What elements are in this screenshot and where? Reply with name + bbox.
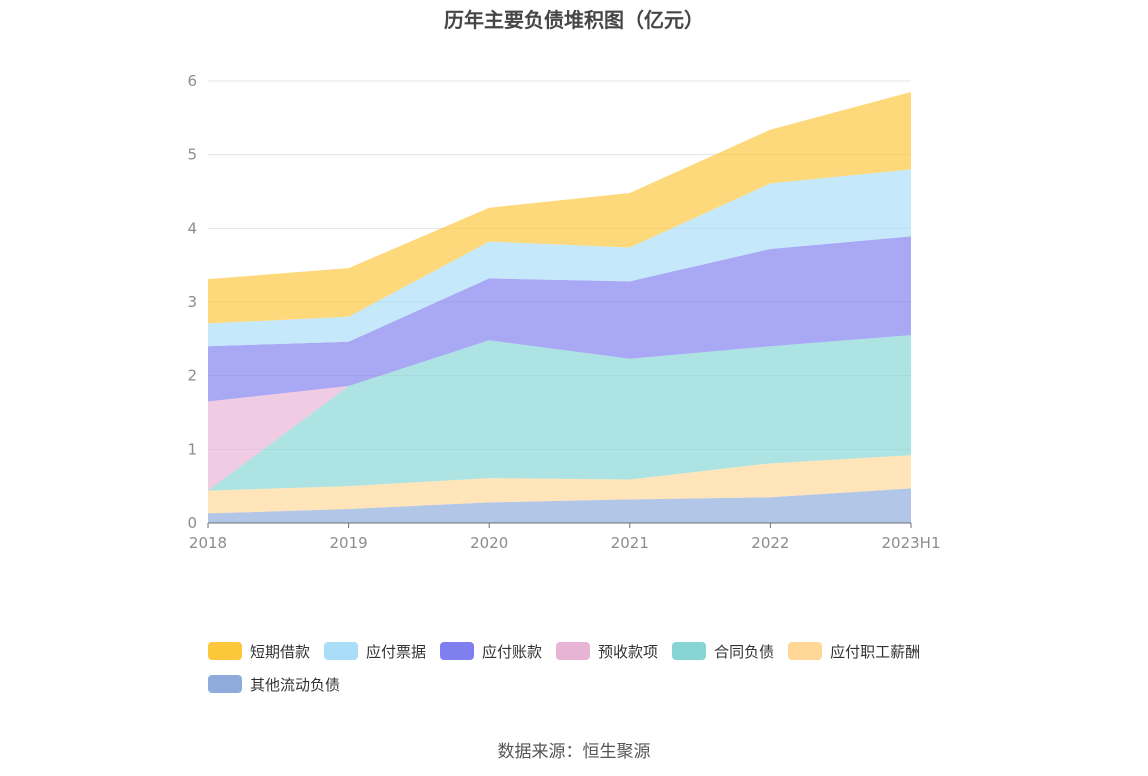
chart-title: 历年主要负债堆积图（亿元）	[444, 8, 704, 32]
y-tick-label: 6	[187, 72, 197, 90]
legend-label: 应付票据	[366, 642, 427, 661]
area-合同负债	[208, 335, 911, 491]
legend-swatch	[788, 642, 823, 660]
area-短期借款	[208, 92, 911, 324]
y-tick-label: 3	[187, 293, 197, 311]
area-其他流动负债	[208, 488, 911, 523]
x-tick-label: 2022	[751, 534, 789, 552]
x-tick-label: 2021	[611, 534, 649, 552]
legend-label: 其他流动负债	[250, 675, 341, 694]
legend-item[interactable]: 短期借款	[208, 638, 310, 664]
legend-label: 应付职工薪酬	[830, 642, 921, 661]
y-tick-label: 5	[187, 146, 197, 164]
legend-label: 预收款项	[598, 642, 659, 661]
legend-swatch	[556, 642, 591, 660]
chart-legend: 短期借款 应付票据 应付账款 预收款项 合同负债 应付职工薪酬其他流动负债	[208, 638, 968, 704]
legend-label: 应付账款	[482, 642, 543, 661]
y-tick-label: 1	[187, 440, 197, 458]
legend-swatch	[440, 642, 475, 660]
legend-swatch	[208, 642, 242, 660]
legend-label: 合同负债	[714, 642, 775, 661]
legend-item[interactable]: 应付职工薪酬	[788, 638, 920, 664]
data-source: 数据来源：恒生聚源	[497, 742, 651, 762]
legend-item[interactable]: 预收款项	[556, 638, 658, 664]
x-tick-label: 2019	[330, 534, 368, 552]
area-应付票据	[208, 169, 911, 347]
area-应付账款	[208, 236, 911, 402]
x-tick-label: 2020	[470, 534, 508, 552]
legend-item[interactable]: 其他流动负债	[208, 671, 340, 697]
legend-item[interactable]: 应付票据	[324, 638, 426, 664]
legend-item[interactable]: 应付账款	[440, 638, 542, 664]
x-tick-label: 2023H1	[882, 534, 941, 552]
legend-swatch	[672, 642, 707, 660]
area-应付职工薪酬	[208, 455, 911, 514]
x-tick-label: 2018	[189, 534, 227, 552]
y-tick-label: 4	[187, 219, 197, 237]
legend-swatch	[208, 675, 242, 693]
legend-label: 短期借款	[250, 642, 311, 661]
y-tick-label: 0	[187, 514, 197, 532]
legend-item[interactable]: 合同负债	[672, 638, 774, 664]
legend-swatch	[324, 642, 359, 660]
y-tick-label: 2	[187, 367, 197, 385]
